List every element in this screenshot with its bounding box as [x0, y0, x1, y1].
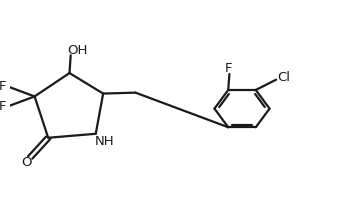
Text: NH: NH	[94, 135, 114, 148]
Text: F: F	[225, 62, 232, 75]
Text: O: O	[21, 156, 32, 169]
Text: F: F	[0, 80, 6, 93]
Text: OH: OH	[68, 44, 88, 57]
Text: F: F	[0, 100, 6, 113]
Text: Cl: Cl	[277, 71, 290, 84]
